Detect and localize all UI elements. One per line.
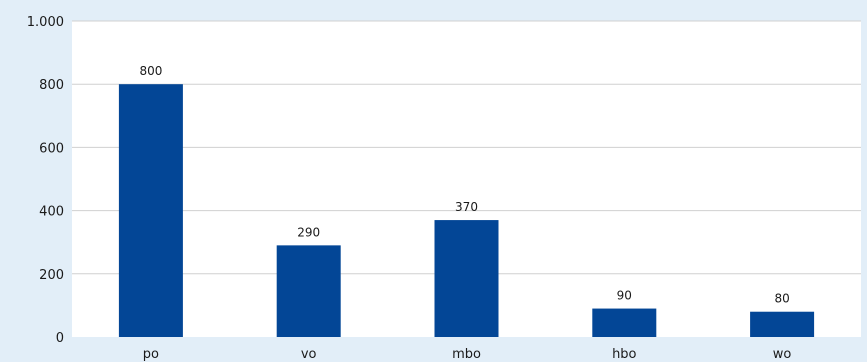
bar-wo — [750, 311, 815, 337]
grid-lines — [72, 20, 861, 275]
x-tick-label-hbo: hbo — [612, 347, 636, 362]
bar-po — [118, 84, 183, 337]
x-tick-label-po: po — [143, 347, 159, 362]
data-labels: 800 290 370 90 80 — [139, 64, 789, 306]
y-tick-label: 0 — [56, 331, 64, 346]
bar-mbo — [434, 220, 499, 337]
y-tick-label: 600 — [39, 141, 64, 156]
y-tick-label: 1.000 — [27, 15, 64, 30]
bar-hbo — [592, 308, 657, 337]
x-tick-label-vo: vo — [301, 347, 317, 362]
y-tick-label: 200 — [39, 268, 64, 283]
data-label-po: 800 — [139, 64, 162, 78]
x-tick-label-wo: wo — [773, 347, 792, 362]
data-label-mbo: 370 — [455, 200, 478, 214]
data-label-wo: 80 — [774, 292, 789, 306]
bar-vo — [276, 245, 341, 337]
x-tick-label-mbo: mbo — [452, 347, 481, 362]
bars — [118, 84, 815, 337]
data-label-vo: 290 — [297, 225, 320, 239]
y-tick-label: 800 — [39, 78, 64, 93]
data-label-hbo: 90 — [617, 289, 632, 303]
y-axis-ticks: 0 200 400 600 800 1.000 — [27, 15, 64, 346]
y-tick-label: 400 — [39, 205, 64, 220]
x-axis-labels: po vo mbo hbo wo — [143, 347, 792, 362]
